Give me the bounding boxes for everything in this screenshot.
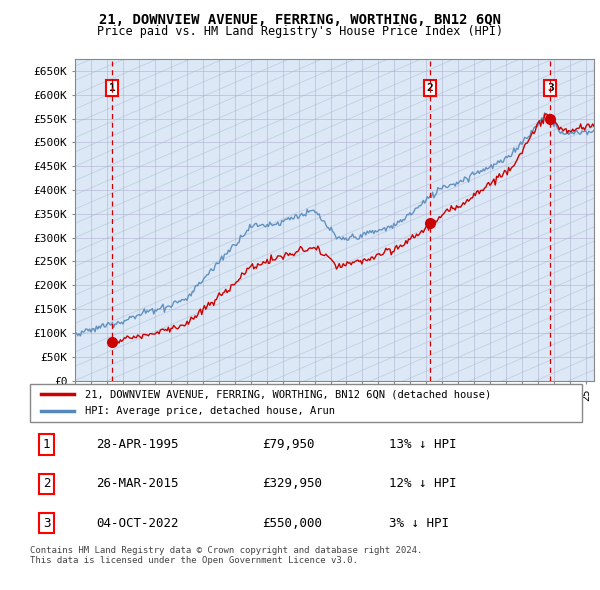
Text: £79,950: £79,950 <box>262 438 314 451</box>
Text: 1: 1 <box>43 438 50 451</box>
Text: 3: 3 <box>547 83 554 93</box>
FancyBboxPatch shape <box>30 384 582 422</box>
Text: £329,950: £329,950 <box>262 477 322 490</box>
Text: 21, DOWNVIEW AVENUE, FERRING, WORTHING, BN12 6QN: 21, DOWNVIEW AVENUE, FERRING, WORTHING, … <box>99 13 501 27</box>
Text: 28-APR-1995: 28-APR-1995 <box>96 438 179 451</box>
Text: 2: 2 <box>43 477 50 490</box>
Text: 13% ↓ HPI: 13% ↓ HPI <box>389 438 457 451</box>
Text: Contains HM Land Registry data © Crown copyright and database right 2024.
This d: Contains HM Land Registry data © Crown c… <box>30 546 422 565</box>
Text: HPI: Average price, detached house, Arun: HPI: Average price, detached house, Arun <box>85 406 335 416</box>
Text: 1: 1 <box>109 83 115 93</box>
Text: 04-OCT-2022: 04-OCT-2022 <box>96 516 179 530</box>
Text: £550,000: £550,000 <box>262 516 322 530</box>
Text: 3% ↓ HPI: 3% ↓ HPI <box>389 516 449 530</box>
Text: 3: 3 <box>43 516 50 530</box>
Text: Price paid vs. HM Land Registry's House Price Index (HPI): Price paid vs. HM Land Registry's House … <box>97 25 503 38</box>
Text: 21, DOWNVIEW AVENUE, FERRING, WORTHING, BN12 6QN (detached house): 21, DOWNVIEW AVENUE, FERRING, WORTHING, … <box>85 389 491 399</box>
Text: 26-MAR-2015: 26-MAR-2015 <box>96 477 179 490</box>
Text: 12% ↓ HPI: 12% ↓ HPI <box>389 477 457 490</box>
Text: 2: 2 <box>427 83 433 93</box>
